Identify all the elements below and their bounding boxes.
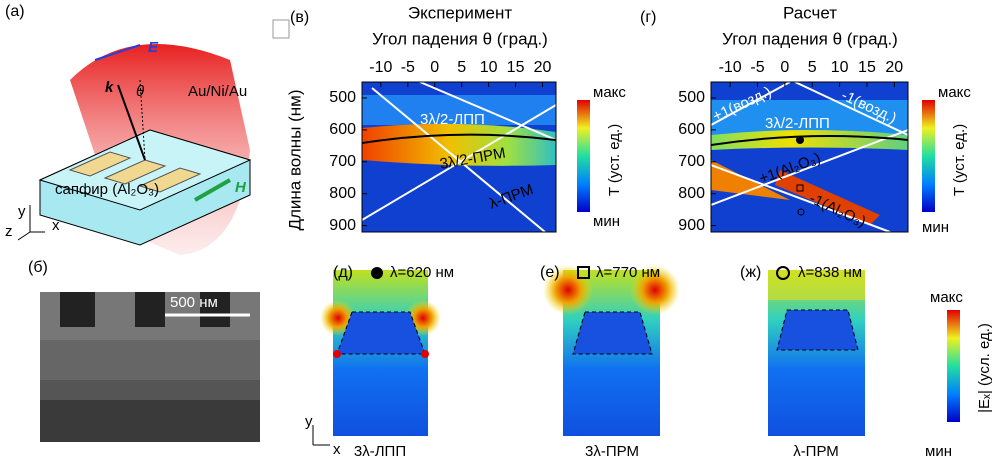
panel-label: (а)	[5, 3, 25, 20]
heatmap	[362, 82, 556, 232]
panel-label: (е)	[540, 264, 560, 281]
e-label: E	[148, 39, 159, 56]
panel-title: Расчет	[783, 3, 837, 22]
panel-label: (г)	[640, 9, 657, 26]
colorbar-max: макс	[930, 289, 963, 306]
colorbar-min: мин	[925, 443, 952, 460]
x-tick-label: 5	[808, 59, 817, 76]
wavelength-label: λ=838 нм	[798, 264, 862, 281]
substrate-label: сапфир (Al₂O₃)	[55, 181, 159, 198]
field-map	[320, 270, 441, 436]
mode-label: 3λ-ЛПП	[354, 443, 406, 460]
x-tick-label: -10	[719, 59, 742, 76]
plot-frame	[361, 81, 557, 233]
k-label: k	[105, 79, 114, 96]
x-tick-label: 10	[480, 59, 498, 76]
y-tick-label: 900	[678, 217, 705, 234]
mode-label: 3λ-ПРМ	[585, 443, 639, 460]
x-tick-label: 5	[457, 59, 466, 76]
colorbar-label: T (уст. ед.)	[951, 124, 968, 196]
y-tick-label: 700	[678, 153, 705, 170]
y-tick-label: 700	[329, 153, 356, 170]
schematic	[17, 19, 290, 255]
theta-label: θ	[136, 83, 144, 100]
colorbar-min: мин	[593, 213, 620, 230]
panel-label: (в)	[290, 9, 309, 26]
colorbar-max: макс	[593, 84, 626, 101]
axis-y: y	[18, 203, 26, 220]
x-tick-label: 20	[885, 59, 903, 76]
panel-title: Эксперимент	[408, 3, 512, 22]
axis-y: y	[305, 413, 313, 430]
x-axis-label: Угол падения θ (град.)	[372, 29, 548, 48]
x-tick-label: 0	[780, 59, 789, 76]
colorbar-min: мин	[922, 219, 949, 236]
colorbar-max: макс	[938, 84, 971, 101]
x-tick-label: 15	[507, 59, 525, 76]
panel-label: (д)	[333, 264, 353, 281]
x-tick-label: -5	[401, 59, 415, 76]
plot-frame	[710, 81, 909, 233]
y-axis-label: Длина волны (нм)	[285, 89, 304, 230]
x-tick-label: 20	[534, 59, 552, 76]
panel-label: (б)	[28, 259, 48, 276]
sem-image	[40, 292, 260, 442]
axes-icon	[312, 425, 330, 446]
x-tick-label: 0	[430, 59, 439, 76]
x-tick-label: -10	[369, 59, 392, 76]
y-tick-label: 800	[329, 185, 356, 202]
h-label: H	[235, 179, 247, 196]
scale-label: 500 нм	[170, 294, 218, 311]
y-tick-label: 600	[329, 121, 356, 138]
y-tick-label: 800	[678, 185, 705, 202]
heatmap	[711, 82, 908, 232]
x-axis-label: Угол падения θ (град.)	[722, 29, 898, 48]
colorbar	[577, 100, 590, 212]
axis-x: x	[52, 217, 60, 234]
metal-label: Au/Ni/Au	[188, 83, 247, 100]
annotation: 3λ/2-ЛПП	[765, 115, 830, 132]
colorbar	[947, 310, 960, 422]
field-map	[768, 270, 865, 436]
wavelength-label: λ=620 нм	[390, 264, 454, 281]
marker-icon	[371, 267, 383, 279]
axis-x: x	[333, 441, 341, 458]
colorbar-label: |Eₓ| (усл. ед.)	[976, 323, 993, 413]
mode-label: λ-ПРМ	[793, 443, 839, 460]
panel-label: (ж)	[740, 264, 761, 281]
y-tick-label: 500	[329, 89, 356, 106]
marker-icon	[577, 266, 590, 279]
x-tick-label: -5	[750, 59, 764, 76]
x-tick-label: 10	[831, 59, 849, 76]
field-map	[543, 265, 680, 436]
wavelength-label: λ=770 нм	[596, 264, 660, 281]
colorbar-label: T (уст. ед.)	[606, 124, 623, 196]
y-tick-label: 600	[678, 121, 705, 138]
axis-z: z	[5, 223, 13, 240]
x-tick-label: 15	[858, 59, 876, 76]
colorbar	[922, 100, 935, 212]
y-tick-label: 500	[678, 89, 705, 106]
marker-icon	[776, 266, 790, 280]
annotation: 3λ/2-ЛПП	[420, 111, 485, 128]
y-tick-label: 900	[329, 217, 356, 234]
